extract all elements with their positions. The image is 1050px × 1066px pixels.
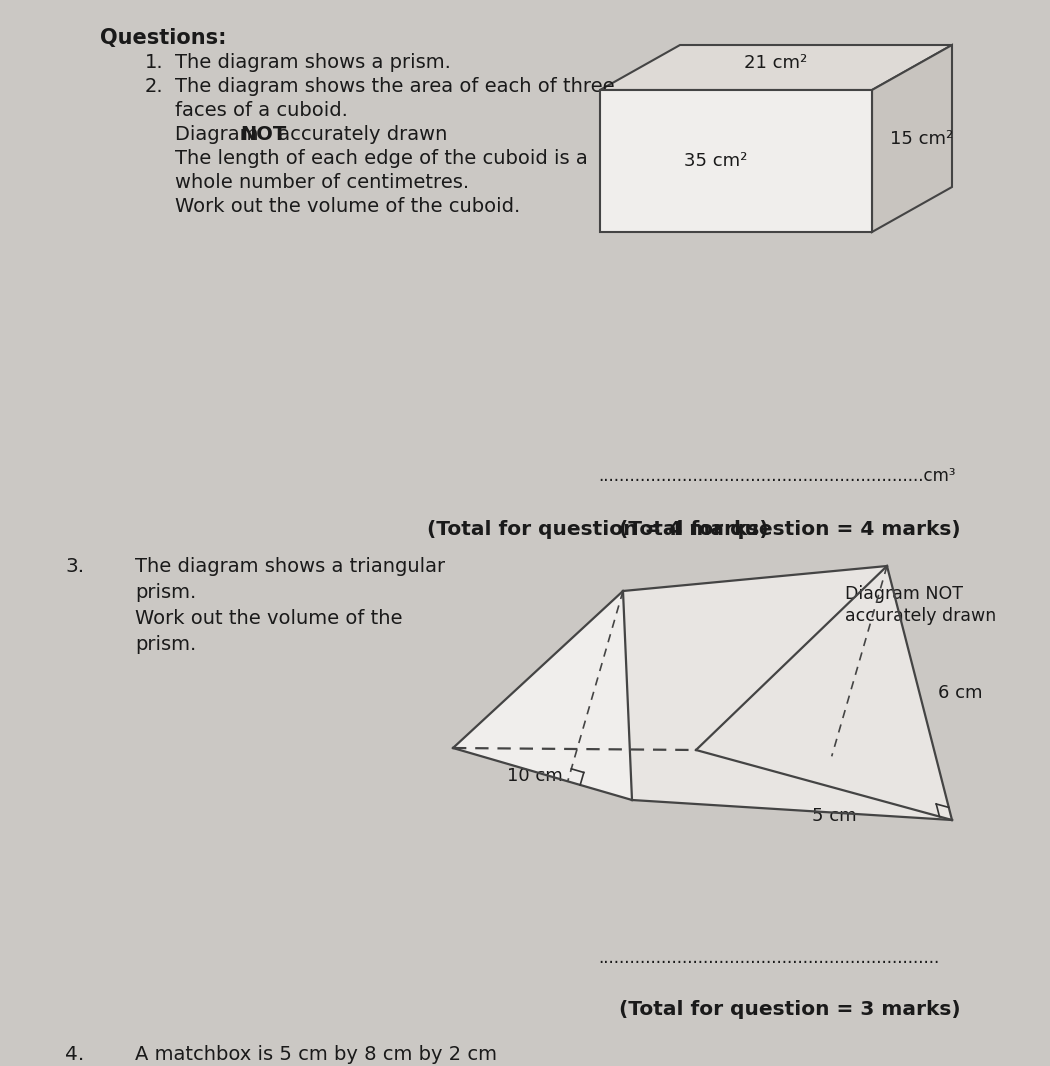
Text: (Total for question = 4 marks): (Total for question = 4 marks) [620,520,961,539]
Polygon shape [600,90,872,232]
Text: 6 cm: 6 cm [938,684,982,702]
Text: The diagram shows a triangular: The diagram shows a triangular [135,558,445,576]
Text: Work out the volume of the: Work out the volume of the [135,609,402,628]
Polygon shape [453,591,632,800]
Polygon shape [872,45,952,232]
Text: The length of each edge of the cuboid is a: The length of each edge of the cuboid is… [175,149,588,168]
Text: 35 cm²: 35 cm² [685,152,748,169]
Text: 15 cm²: 15 cm² [890,129,953,147]
Polygon shape [623,566,952,820]
Text: whole number of centimetres.: whole number of centimetres. [175,173,469,192]
Text: accurately drawn: accurately drawn [272,125,447,144]
Text: 21 cm²: 21 cm² [744,53,807,71]
Text: accurately drawn: accurately drawn [845,607,996,625]
Text: 4.: 4. [65,1045,84,1064]
Text: .................................................................: ........................................… [598,949,940,967]
Text: (Total for question = 4 marks): (Total for question = 4 marks) [427,520,769,539]
Text: Work out the volume of the cuboid.: Work out the volume of the cuboid. [175,197,520,216]
Text: (Total for question = 3 marks): (Total for question = 3 marks) [620,1000,961,1019]
Text: Diagram NOT: Diagram NOT [845,585,963,603]
Text: faces of a cuboid.: faces of a cuboid. [175,101,348,120]
Polygon shape [600,45,952,90]
Text: NOT: NOT [240,125,287,144]
Text: 3.: 3. [65,558,84,576]
Text: The diagram shows the area of each of three: The diagram shows the area of each of th… [175,77,614,96]
Text: A matchbox is 5 cm by 8 cm by 2 cm: A matchbox is 5 cm by 8 cm by 2 cm [135,1045,497,1064]
Text: prism.: prism. [135,583,196,602]
Polygon shape [696,566,952,820]
Text: 5 cm: 5 cm [812,807,857,825]
Text: ..............................................................cm³: ........................................… [598,467,956,485]
Text: Questions:: Questions: [100,28,227,48]
Text: prism.: prism. [135,635,196,655]
Text: The diagram shows a prism.: The diagram shows a prism. [175,53,450,72]
Text: 10 cm: 10 cm [506,768,563,785]
Text: 2.: 2. [145,77,164,96]
Text: Diagram: Diagram [175,125,265,144]
Polygon shape [453,748,952,820]
Text: 1.: 1. [145,53,164,72]
